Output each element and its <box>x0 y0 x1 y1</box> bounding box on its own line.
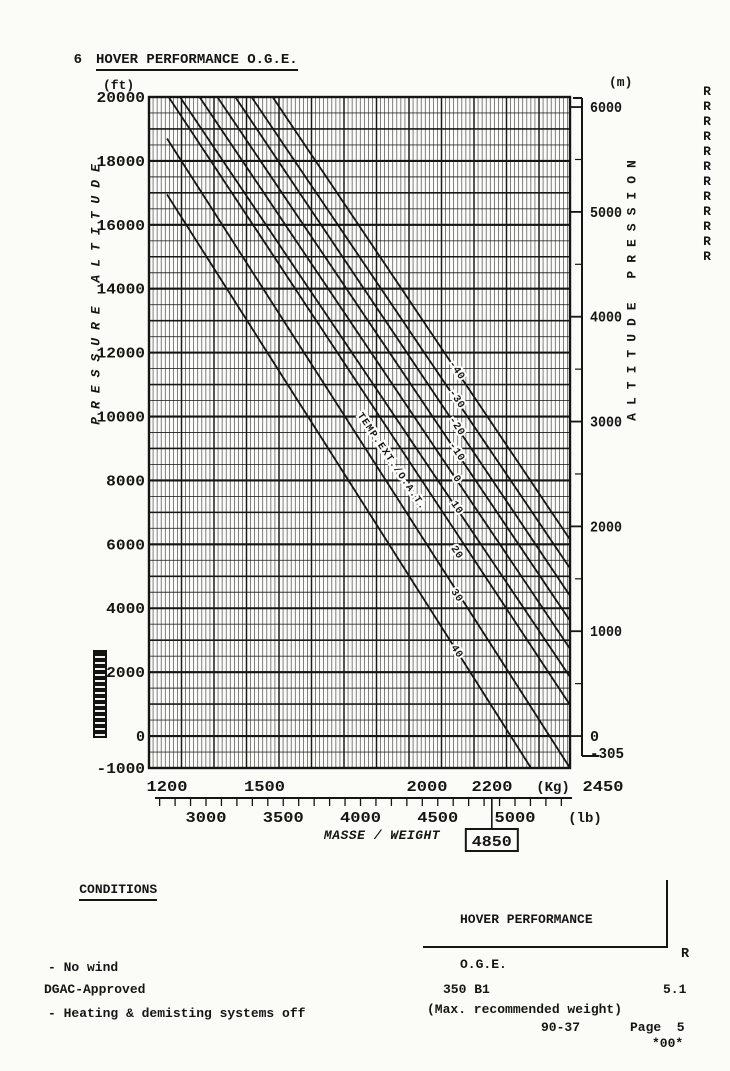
lb-tick-label: 4500 <box>417 810 458 827</box>
m-tick-label: 2000 <box>590 519 622 536</box>
oat-line-label: -40 <box>446 359 467 383</box>
title-block-line1: HOVER PERFORMANCE <box>460 912 593 927</box>
oat-line-0 <box>198 97 570 651</box>
m-tick-label: 5000 <box>590 205 622 222</box>
revision-mark: R <box>681 947 690 962</box>
ft-tick-label: 8000 <box>106 473 145 490</box>
ft-unit-label: (ft) <box>103 78 135 93</box>
oat-line-label: 10 <box>448 499 466 517</box>
conditions-section: CONDITIONS - No wind - Heating & demisti… <box>48 867 305 1071</box>
kg-tick-label: 2450 <box>583 779 624 796</box>
oat-line-label: 40 <box>448 643 466 661</box>
altitude-pression-axis-title: ALTITUDE PRESSION <box>624 152 640 421</box>
revision-mark: R <box>703 99 711 114</box>
m-axis <box>571 97 599 757</box>
marked-weight-value: 4850 <box>472 834 512 851</box>
m-tick-label: 3000 <box>590 415 622 432</box>
m-unit-label: (m) <box>609 75 633 90</box>
ft-tick-label: 10000 <box>97 410 146 427</box>
title-block-border-horizontal <box>423 946 668 949</box>
oat-line-20 <box>167 97 570 707</box>
oat-line-10 <box>179 97 570 679</box>
lb-axis <box>155 797 572 806</box>
oat-line-label: -10 <box>446 440 467 464</box>
oat-line-label: 0 <box>449 473 463 485</box>
kg-tick-label: 1200 <box>147 779 188 796</box>
condition-item: - No wind <box>48 959 119 975</box>
revision-stamp <box>93 650 107 738</box>
oat-line-30 <box>166 138 570 768</box>
revision-mark: R <box>703 174 711 189</box>
issue-number: *00* <box>652 1036 684 1051</box>
ft-tick-label: 18000 <box>97 154 146 171</box>
revision-mark: R <box>703 234 711 249</box>
ft-tick-label: 2000 <box>106 665 145 682</box>
oat-line--20 <box>234 97 570 598</box>
revision-mark: R <box>703 204 711 219</box>
revision-mark: R <box>703 249 711 264</box>
temperature-lines <box>166 97 570 768</box>
lb-tick-label: 3500 <box>263 810 304 827</box>
oat-line--30 <box>250 97 570 570</box>
m-tick-label: 6000 <box>590 100 622 117</box>
title-block-line2: O.G.E. <box>460 957 507 972</box>
m-tick-label: 4000 <box>590 310 622 327</box>
condition-item: - Heating & demisting systems off <box>48 1006 306 1021</box>
m-tick-label: -305 <box>590 746 624 763</box>
lb-tick-label: 4000 <box>340 810 381 827</box>
ft-tick-label: 12000 <box>97 346 146 363</box>
oat-line-label: 30 <box>448 587 466 605</box>
oat-line-label: 20 <box>448 544 466 562</box>
chart-title-block: HOVER PERFORMANCE O.G.E. (Max. recommend… <box>427 882 622 1047</box>
oat-line--10 <box>216 97 570 623</box>
title-block-border-vertical <box>666 880 669 948</box>
ft-tick-label: 20000 <box>97 90 146 107</box>
revision-mark: R <box>703 84 711 99</box>
kg-tick-label: 2200 <box>472 779 513 796</box>
kg-tick-label: 2000 <box>407 779 448 796</box>
ft-tick-label: 16000 <box>97 218 146 235</box>
lb-tick-label: 5000 <box>495 810 536 827</box>
approval-label: DGAC-Approved <box>44 982 146 997</box>
oat-line-40 <box>166 193 532 768</box>
marked-weight-box <box>464 828 519 852</box>
ft-tick-label: 0 <box>136 729 145 746</box>
page-heading: 6 HOVER PERFORMANCE O.G.E. <box>40 36 298 84</box>
grid <box>147 95 572 770</box>
conditions-heading: CONDITIONS <box>79 882 158 901</box>
ft-tick-label: 4000 <box>106 601 145 618</box>
marked-weight <box>464 798 519 852</box>
ft-tick-label: -1000 <box>97 761 146 778</box>
revision-number: 90-37 <box>541 1020 581 1035</box>
weight-axis-title: MASSE / WEIGHT <box>323 828 441 843</box>
m-tick-label: 1000 <box>590 624 622 641</box>
m-tick-label: 0 <box>590 729 599 746</box>
title-block-line3: (Max. recommended weight) <box>427 1002 623 1017</box>
section-number: 5.1 <box>663 982 687 997</box>
revision-mark: R <box>703 129 711 144</box>
kg-tick-label: 1500 <box>244 779 285 796</box>
lb-unit-label: (lb) <box>568 811 602 827</box>
revision-mark: R <box>703 189 711 204</box>
oat-line-label: -20 <box>446 415 467 439</box>
heading-number: 6 <box>73 52 83 68</box>
kg-unit-label: (Kg) <box>536 780 570 796</box>
revision-mark: R <box>703 219 711 234</box>
page-number: Page 5 <box>630 1020 685 1035</box>
oat-line-label: -30 <box>446 388 467 412</box>
revision-mark: R <box>703 159 711 174</box>
page-title: HOVER PERFORMANCE O.G.E. <box>96 52 298 71</box>
ft-tick-label: 14000 <box>97 282 146 299</box>
ft-tick-label: 6000 <box>106 537 145 554</box>
revision-mark: R <box>703 144 711 159</box>
revision-mark: R <box>703 114 711 129</box>
model-label: 350 B1 <box>443 982 490 997</box>
pressure-altitude-axis-title: PRESSURE ALTITUDE <box>88 156 104 425</box>
lb-tick-label: 3000 <box>186 810 227 827</box>
oat-line--40 <box>271 97 570 542</box>
